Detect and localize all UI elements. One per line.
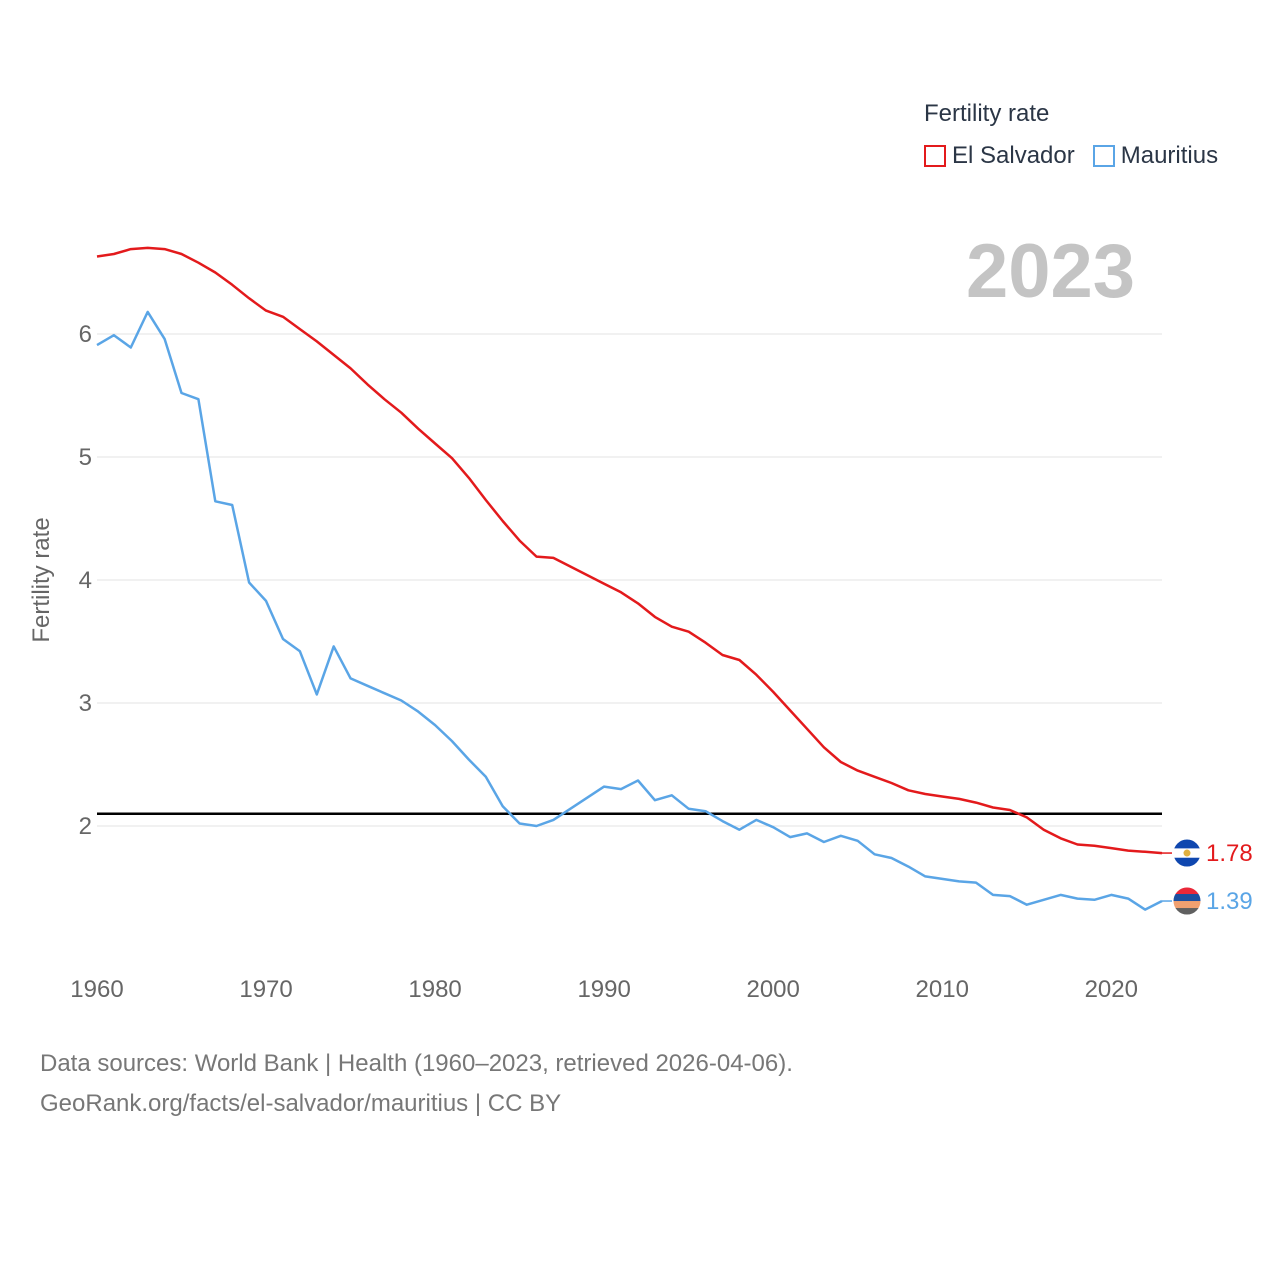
y-tick-2: 2 [79,813,92,840]
y-axis-ticks: 2 3 4 5 6 [79,321,92,840]
legend-title: Fertility rate [924,100,1050,127]
year-label: 2023 [966,229,1136,314]
flag-mauritius-icon [1172,886,1202,916]
series-lines [96,246,1163,911]
legend-label-mauritius: Mauritius [1120,142,1219,169]
legend-label-el-salvador: El Salvador [952,142,1075,169]
x-axis-ticks: 1960 1970 1980 1990 2000 2010 2020 [70,976,1138,1003]
legend-item-mauritius[interactable]: Mauritius [1092,142,1219,170]
y-axis-label: Fertility rate [28,517,55,643]
x-tick-2020: 2020 [1085,976,1138,1003]
series-line-el-salvador [96,246,1163,855]
x-tick-1990: 1990 [577,976,630,1003]
series-end-labels: 1.78 1.39 [1162,838,1253,916]
y-tick-5: 5 [79,444,92,471]
x-tick-1960: 1960 [70,976,123,1003]
legend-item-el-salvador[interactable]: El Salvador [924,142,1075,170]
end-label-mauritius: 1.39 [1206,888,1253,915]
x-tick-1980: 1980 [408,976,461,1003]
footer: Data sources: World Bank | Health (1960–… [40,1044,793,1124]
y-tick-4: 4 [79,567,92,594]
x-tick-2010: 2010 [916,976,969,1003]
footer-sources: Data sources: World Bank | Health (1960–… [40,1050,793,1077]
y-tick-6: 6 [79,321,92,348]
gridlines [97,333,1162,827]
flag-el-salvador-icon [1172,838,1202,868]
legend-swatch-el-salvador [924,145,946,167]
footer-credit: GeoRank.org/facts/el-salvador/mauritius … [40,1090,562,1117]
legend: El Salvador Mauritius [924,142,1218,170]
x-tick-2000: 2000 [746,976,799,1003]
legend-swatch-mauritius [1092,145,1115,167]
y-tick-3: 3 [79,690,92,717]
series-line-mauritius [96,310,1163,911]
x-tick-1970: 1970 [239,976,292,1003]
end-label-el-salvador: 1.78 [1206,840,1253,867]
